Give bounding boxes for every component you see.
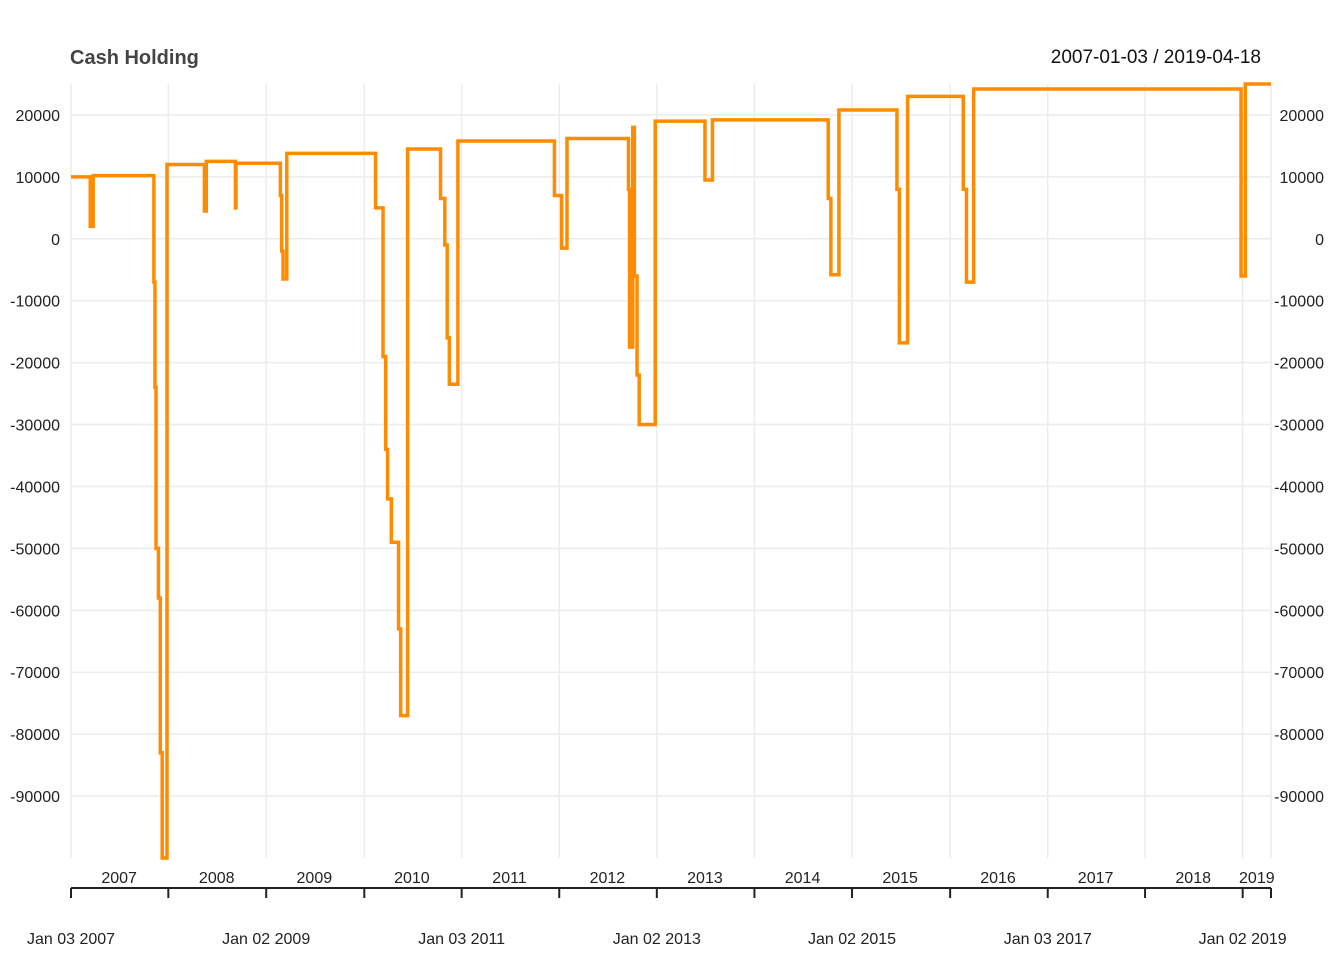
year-label: 2014 — [785, 870, 821, 887]
cash-holding-line — [71, 82, 1271, 860]
y-tick-label-right: 0 — [1315, 232, 1324, 249]
year-label: 2015 — [882, 870, 918, 887]
y-tick-label-right: -40000 — [1274, 479, 1324, 496]
y-tick-label-left: -40000 — [10, 479, 60, 496]
year-label: 2017 — [1078, 870, 1114, 887]
y-tick-label-left: -20000 — [10, 356, 60, 373]
date-tick-label: Jan 02 2015 — [808, 931, 896, 948]
y-axis-right: 20000 10000 0 -10000 -20000 -30000 -40000 -5000… — [1274, 108, 1324, 806]
y-tick-label-left: -60000 — [10, 603, 60, 620]
year-label: 2009 — [297, 870, 333, 887]
y-tick-label-right: -80000 — [1274, 727, 1324, 744]
series-layer — [71, 82, 1271, 860]
y-tick-label-right: -20000 — [1274, 356, 1324, 373]
date-tick-label: Jan 02 2019 — [1199, 931, 1287, 948]
y-tick-label-left: 20000 — [16, 108, 61, 125]
y-tick-label-right: -30000 — [1274, 418, 1324, 435]
date-tick-label: Jan 02 2013 — [613, 931, 701, 948]
year-label: 2018 — [1175, 870, 1211, 887]
y-tick-label-right: 20000 — [1280, 108, 1325, 125]
y-tick-label-left: 10000 — [16, 170, 61, 187]
y-tick-label-left: -10000 — [10, 294, 60, 311]
y-tick-label-right: -90000 — [1274, 789, 1324, 806]
y-tick-label-right: -70000 — [1274, 665, 1324, 682]
year-label: 2012 — [590, 870, 626, 887]
y-tick-label-left: -90000 — [10, 789, 60, 806]
date-tick-label: Jan 03 2007 — [27, 931, 115, 948]
y-tick-label-right: -50000 — [1274, 541, 1324, 558]
year-label: 2013 — [687, 870, 723, 887]
y-tick-label-right: -60000 — [1274, 603, 1324, 620]
date-range-label: 2007-01-03 / 2019-04-18 — [1050, 47, 1261, 68]
y-tick-label-left: -70000 — [10, 665, 60, 682]
chart-title: Cash Holding — [70, 47, 199, 69]
y-tick-label-right: 10000 — [1280, 170, 1325, 187]
year-label: 2008 — [199, 870, 235, 887]
y-tick-label-right: -10000 — [1274, 294, 1324, 311]
y-tick-label-left: -30000 — [10, 418, 60, 435]
y-tick-label-left: 0 — [51, 232, 60, 249]
year-label: 2011 — [492, 870, 527, 887]
y-axis-left: 20000 10000 0 -10000 -20000 -30000 -40000 -5000… — [10, 108, 60, 806]
year-label: 2007 — [101, 870, 137, 887]
grid-layer — [70, 84, 1272, 858]
year-label: 2016 — [980, 870, 1016, 887]
y-tick-label-left: -50000 — [10, 541, 60, 558]
y-tick-label-left: -80000 — [10, 727, 60, 744]
date-tick-label: Jan 03 2011 — [418, 931, 505, 948]
x-axis: 2007 2008 2009 2010 2011 2012 2013 2014 2015 2016… — [27, 870, 1287, 948]
year-label: 2010 — [394, 870, 430, 887]
year-label: 2019 — [1239, 870, 1275, 887]
date-tick-label: Jan 02 2009 — [222, 931, 310, 948]
date-tick-label: Jan 03 2017 — [1004, 931, 1092, 948]
